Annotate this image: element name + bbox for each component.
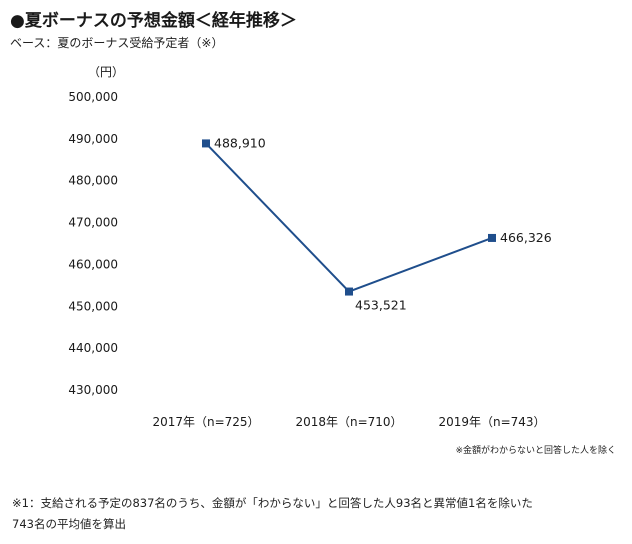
chart-subtitle: ベース：夏のボーナス受給予定者（※） bbox=[10, 36, 224, 50]
y-tick-label: 470,000 bbox=[68, 216, 118, 230]
y-tick-label: 480,000 bbox=[68, 174, 118, 188]
data-label: 466,326 bbox=[500, 230, 552, 245]
y-axis-unit-label: （円） bbox=[88, 65, 124, 79]
y-tick-label: 440,000 bbox=[68, 341, 118, 355]
data-point-marker bbox=[202, 139, 210, 148]
y-tick-label: 490,000 bbox=[68, 132, 118, 146]
x-tick-label: 2018年（n=710） bbox=[295, 415, 402, 429]
data-label: 453,521 bbox=[355, 298, 407, 313]
series-line bbox=[205, 142, 493, 293]
data-point-marker bbox=[488, 233, 496, 242]
data-label: 488,910 bbox=[214, 135, 266, 150]
plot-area: 488,910 453,521 466,326 bbox=[202, 135, 552, 313]
footnote: ※1：支給される予定の837名のうち、金額が「わからない」と回答した人93名と異… bbox=[12, 493, 624, 535]
footnote-line-1: ※1：支給される予定の837名のうち、金額が「わからない」と回答した人93名と異… bbox=[12, 496, 533, 510]
y-tick-label: 460,000 bbox=[68, 257, 118, 271]
x-tick-label: 2019年（n=743） bbox=[438, 415, 545, 429]
chart-title: ●夏ボーナスの予想金額＜経年推移＞ bbox=[10, 11, 297, 31]
exclusion-note: ※金額がわからないと回答した人を除く bbox=[455, 446, 616, 456]
y-tick-label: 450,000 bbox=[68, 299, 118, 313]
y-tick-label: 500,000 bbox=[68, 90, 118, 104]
x-tick-label: 2017年（n=725） bbox=[152, 415, 259, 429]
footnote-line-2: 743名の平均値を算出 bbox=[12, 517, 126, 531]
y-axis: 430,000 440,000 450,000 460,000 470,000 480,0… bbox=[68, 90, 118, 397]
data-point-marker bbox=[345, 287, 353, 296]
y-tick-label: 430,000 bbox=[68, 383, 118, 397]
x-axis: 2017年（n=725） 2018年（n=710） 2019年（n=743） bbox=[152, 415, 545, 429]
